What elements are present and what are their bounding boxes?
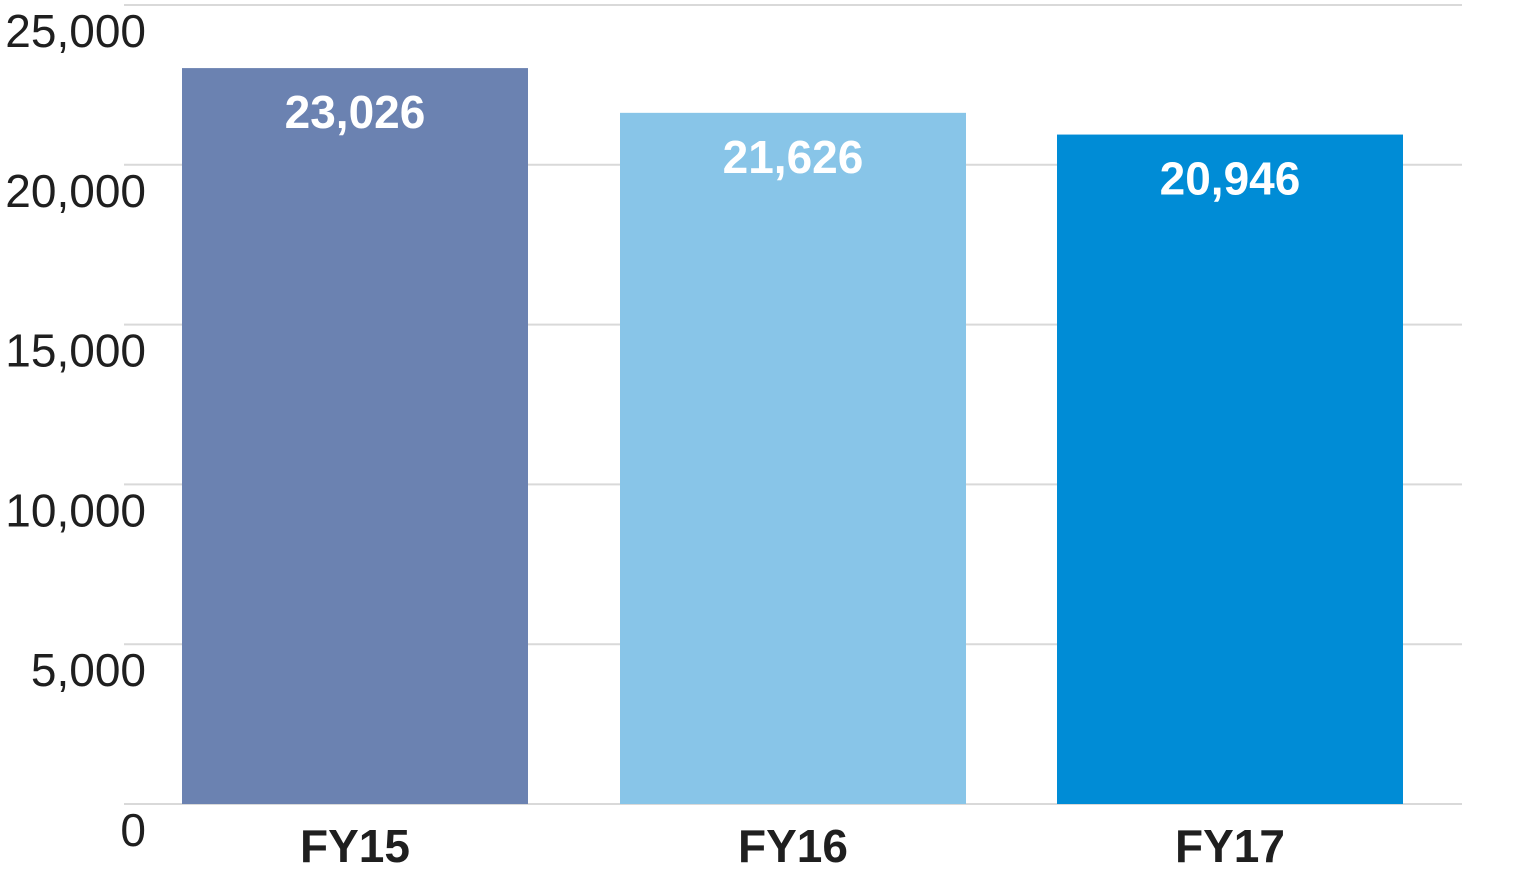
y-tick-label: 10,000 bbox=[5, 484, 146, 536]
bar-fy15 bbox=[182, 68, 528, 804]
y-tick-label: 0 bbox=[120, 804, 146, 856]
x-category-label: FY15 bbox=[300, 820, 410, 872]
bar-value-label: 20,946 bbox=[1160, 153, 1301, 205]
y-tick-label: 15,000 bbox=[5, 325, 146, 377]
y-tick-label: 20,000 bbox=[5, 165, 146, 217]
bar-value-label: 23,026 bbox=[285, 86, 426, 138]
x-category-label: FY17 bbox=[1175, 820, 1285, 872]
bar-fy17 bbox=[1057, 134, 1403, 804]
x-axis-categories: FY15 FY16 FY17 bbox=[300, 820, 1285, 872]
bar-fy16 bbox=[620, 112, 966, 805]
bars: 23,026 21,626 20,946 bbox=[182, 68, 1403, 805]
y-tick-label: 5,000 bbox=[31, 644, 146, 696]
bar-value-label: 21,626 bbox=[723, 131, 864, 183]
y-axis-ticks: 0 5,000 10,000 15,000 20,000 25,000 bbox=[5, 5, 146, 856]
y-tick-label: 25,000 bbox=[5, 5, 146, 57]
x-category-label: FY16 bbox=[738, 820, 848, 872]
